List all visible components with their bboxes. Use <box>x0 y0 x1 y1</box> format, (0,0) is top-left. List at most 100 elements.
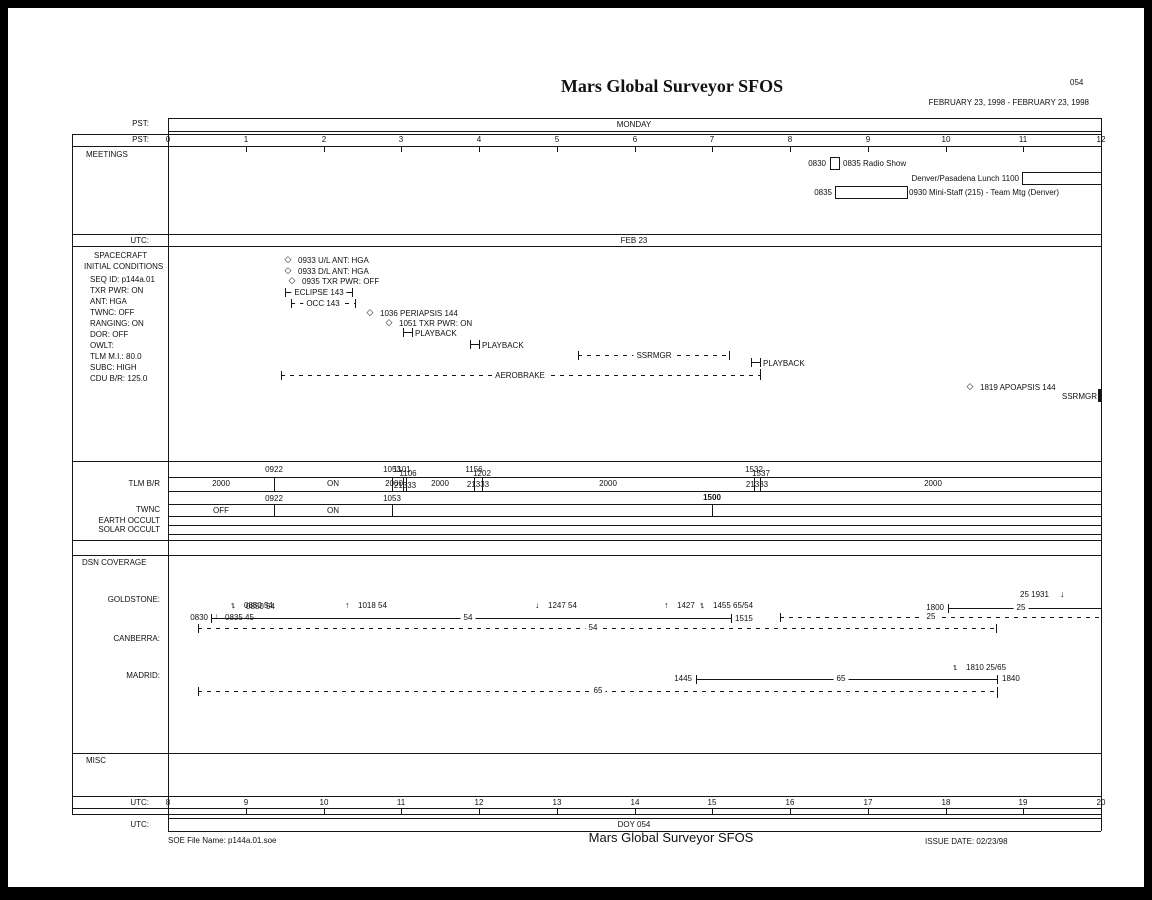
event-diamond-icon: ◇ <box>284 254 292 264</box>
ssrmgr-bar-tick <box>578 351 579 360</box>
playback-marker <box>751 358 761 367</box>
band-line <box>168 491 1101 492</box>
pst-hour-label: 4 <box>476 135 482 144</box>
aerobrake-bar-tick <box>281 371 282 380</box>
twnc-change-tick <box>712 504 713 516</box>
event-periapsis: 1036 PERIAPSIS 144 <box>380 309 458 318</box>
playback-marker <box>403 328 413 337</box>
radio-show-bar <box>830 157 840 170</box>
frame-line <box>72 246 1102 247</box>
down-arrow-icon: ↓ <box>214 611 219 621</box>
twnc-value: ON <box>327 506 339 515</box>
twnc-change-tick <box>274 504 275 516</box>
hour-tick <box>712 146 713 152</box>
madrid-pass-label: 1810 25/65 <box>966 663 1007 672</box>
track-tick <box>731 614 732 623</box>
page-title: Mars Global Surveyor SFOS <box>560 76 784 96</box>
utc-hour-label: 20 <box>1096 798 1106 807</box>
utc-hour-label: 18 <box>941 798 951 807</box>
tlm-time-label: 1053 <box>383 465 401 474</box>
hour-tick <box>868 146 869 152</box>
twnc-time-label: 1053 <box>383 494 401 503</box>
issue-date: ISSUE DATE: 02/23/98 <box>925 837 1008 846</box>
pst-hour-label: 9 <box>865 135 871 144</box>
hour-tick <box>557 146 558 152</box>
playback-label: PLAYBACK <box>482 341 524 350</box>
ssrmgr-bar-tick <box>729 351 730 360</box>
canberra-station-number: 54 <box>585 623 601 632</box>
tlm-value: 2000 <box>431 479 449 488</box>
madrid-station-number: 65 <box>590 686 606 695</box>
track-tick <box>997 687 998 698</box>
condition-item: OWLT: <box>90 341 114 350</box>
mini-staff-start: 0835 <box>814 188 832 197</box>
tlm-change-tick <box>482 477 483 491</box>
tlm-time-label: 1532 <box>745 465 763 474</box>
pst-hour-label: 12 <box>1096 135 1106 144</box>
frame-line <box>168 818 1101 819</box>
hour-tick <box>557 808 558 814</box>
tlm-time-label: 1202 <box>473 469 491 478</box>
eclipse-bar-tick <box>352 288 353 297</box>
condition-item: ANT: HGA <box>90 297 127 306</box>
madrid-end-time: 1840 <box>1002 674 1020 683</box>
doy-value: DOY 054 <box>617 820 651 829</box>
tlm-time-label: 1101 <box>393 465 411 474</box>
condition-item: TXR PWR: ON <box>90 286 144 295</box>
goldstone-pass-label: 25 1931 <box>1020 590 1049 599</box>
utc-hour-label: 8 <box>165 798 171 807</box>
tlm-time-label: 0922 <box>265 465 283 474</box>
utc-hour-label: 9 <box>243 798 249 807</box>
condition-item: CDU B/R: 125.0 <box>90 374 148 383</box>
tlm-value: 2000 <box>924 479 942 488</box>
frame-line <box>168 118 1101 119</box>
twnc-time-label: 0922 <box>265 494 283 503</box>
goldstone-pass-label: 1455 65/54 <box>713 601 754 610</box>
tlm-value: 21333 <box>745 480 769 489</box>
occ-bar-tick <box>355 299 356 308</box>
event-diamond-icon: ◇ <box>385 317 393 327</box>
tlm-row-label: TLM B/R <box>128 479 160 488</box>
utc-hour-label: 12 <box>474 798 484 807</box>
goldstone-start-time: 1800 <box>926 603 944 612</box>
twnc-time-label: 1500 <box>703 493 721 502</box>
down-arrow-icon: ↓ <box>1060 589 1065 599</box>
tlm-change-tick <box>392 477 393 491</box>
frame-line <box>72 808 1102 809</box>
canberra-row-label: CANBERRA: <box>113 634 160 643</box>
spacecraft-label: SPACECRAFT <box>94 251 148 260</box>
mini-staff-label: 0930 Mini-Staff (215) - Team Mtg (Denver… <box>909 188 1059 197</box>
event-txr-on: 1051 TXR PWR: ON <box>399 319 473 328</box>
date-range: FEBRUARY 23, 1998 - FEBRUARY 23, 1998 <box>928 98 1089 107</box>
tlm-change-tick <box>403 477 404 491</box>
track-tick <box>211 614 212 623</box>
hour-tick <box>790 808 791 814</box>
hour-tick <box>635 808 636 814</box>
utc-hour-label: 19 <box>1018 798 1028 807</box>
playback-label: PLAYBACK <box>415 329 457 338</box>
up-arrow-icon: ↑ <box>345 600 350 610</box>
hour-tick <box>246 146 247 152</box>
hour-tick <box>1023 808 1024 814</box>
updown-arrow-icon: ↑↓ <box>952 662 958 672</box>
hour-tick <box>712 808 713 814</box>
tlm-value: 2000 <box>599 479 617 488</box>
hour-tick <box>479 146 480 152</box>
day-label: MONDAY <box>616 120 652 129</box>
utc-hour-label: 16 <box>785 798 795 807</box>
event-diamond-icon: ◇ <box>284 265 292 275</box>
pst-hour-label: 0 <box>165 135 171 144</box>
band-line <box>168 525 1101 526</box>
tlm-value: 2000 <box>385 479 403 488</box>
twnc-row-label: TWNC <box>136 505 160 514</box>
tlm-change-tick <box>474 477 475 491</box>
twnc-value: OFF <box>213 506 229 515</box>
doc-number: 054 <box>1070 78 1084 87</box>
goldstone-pass-label: 1018 54 <box>358 601 387 610</box>
aerobrake-label: AEROBRAKE <box>492 371 548 380</box>
utc-band-label: UTC: <box>130 236 149 245</box>
meetings-section-label: MEETINGS <box>86 150 128 159</box>
utc-scale-label: UTC: <box>130 798 149 807</box>
goldstone-pass-label: 1427 <box>677 601 695 610</box>
occ-bar-tick <box>291 299 292 308</box>
